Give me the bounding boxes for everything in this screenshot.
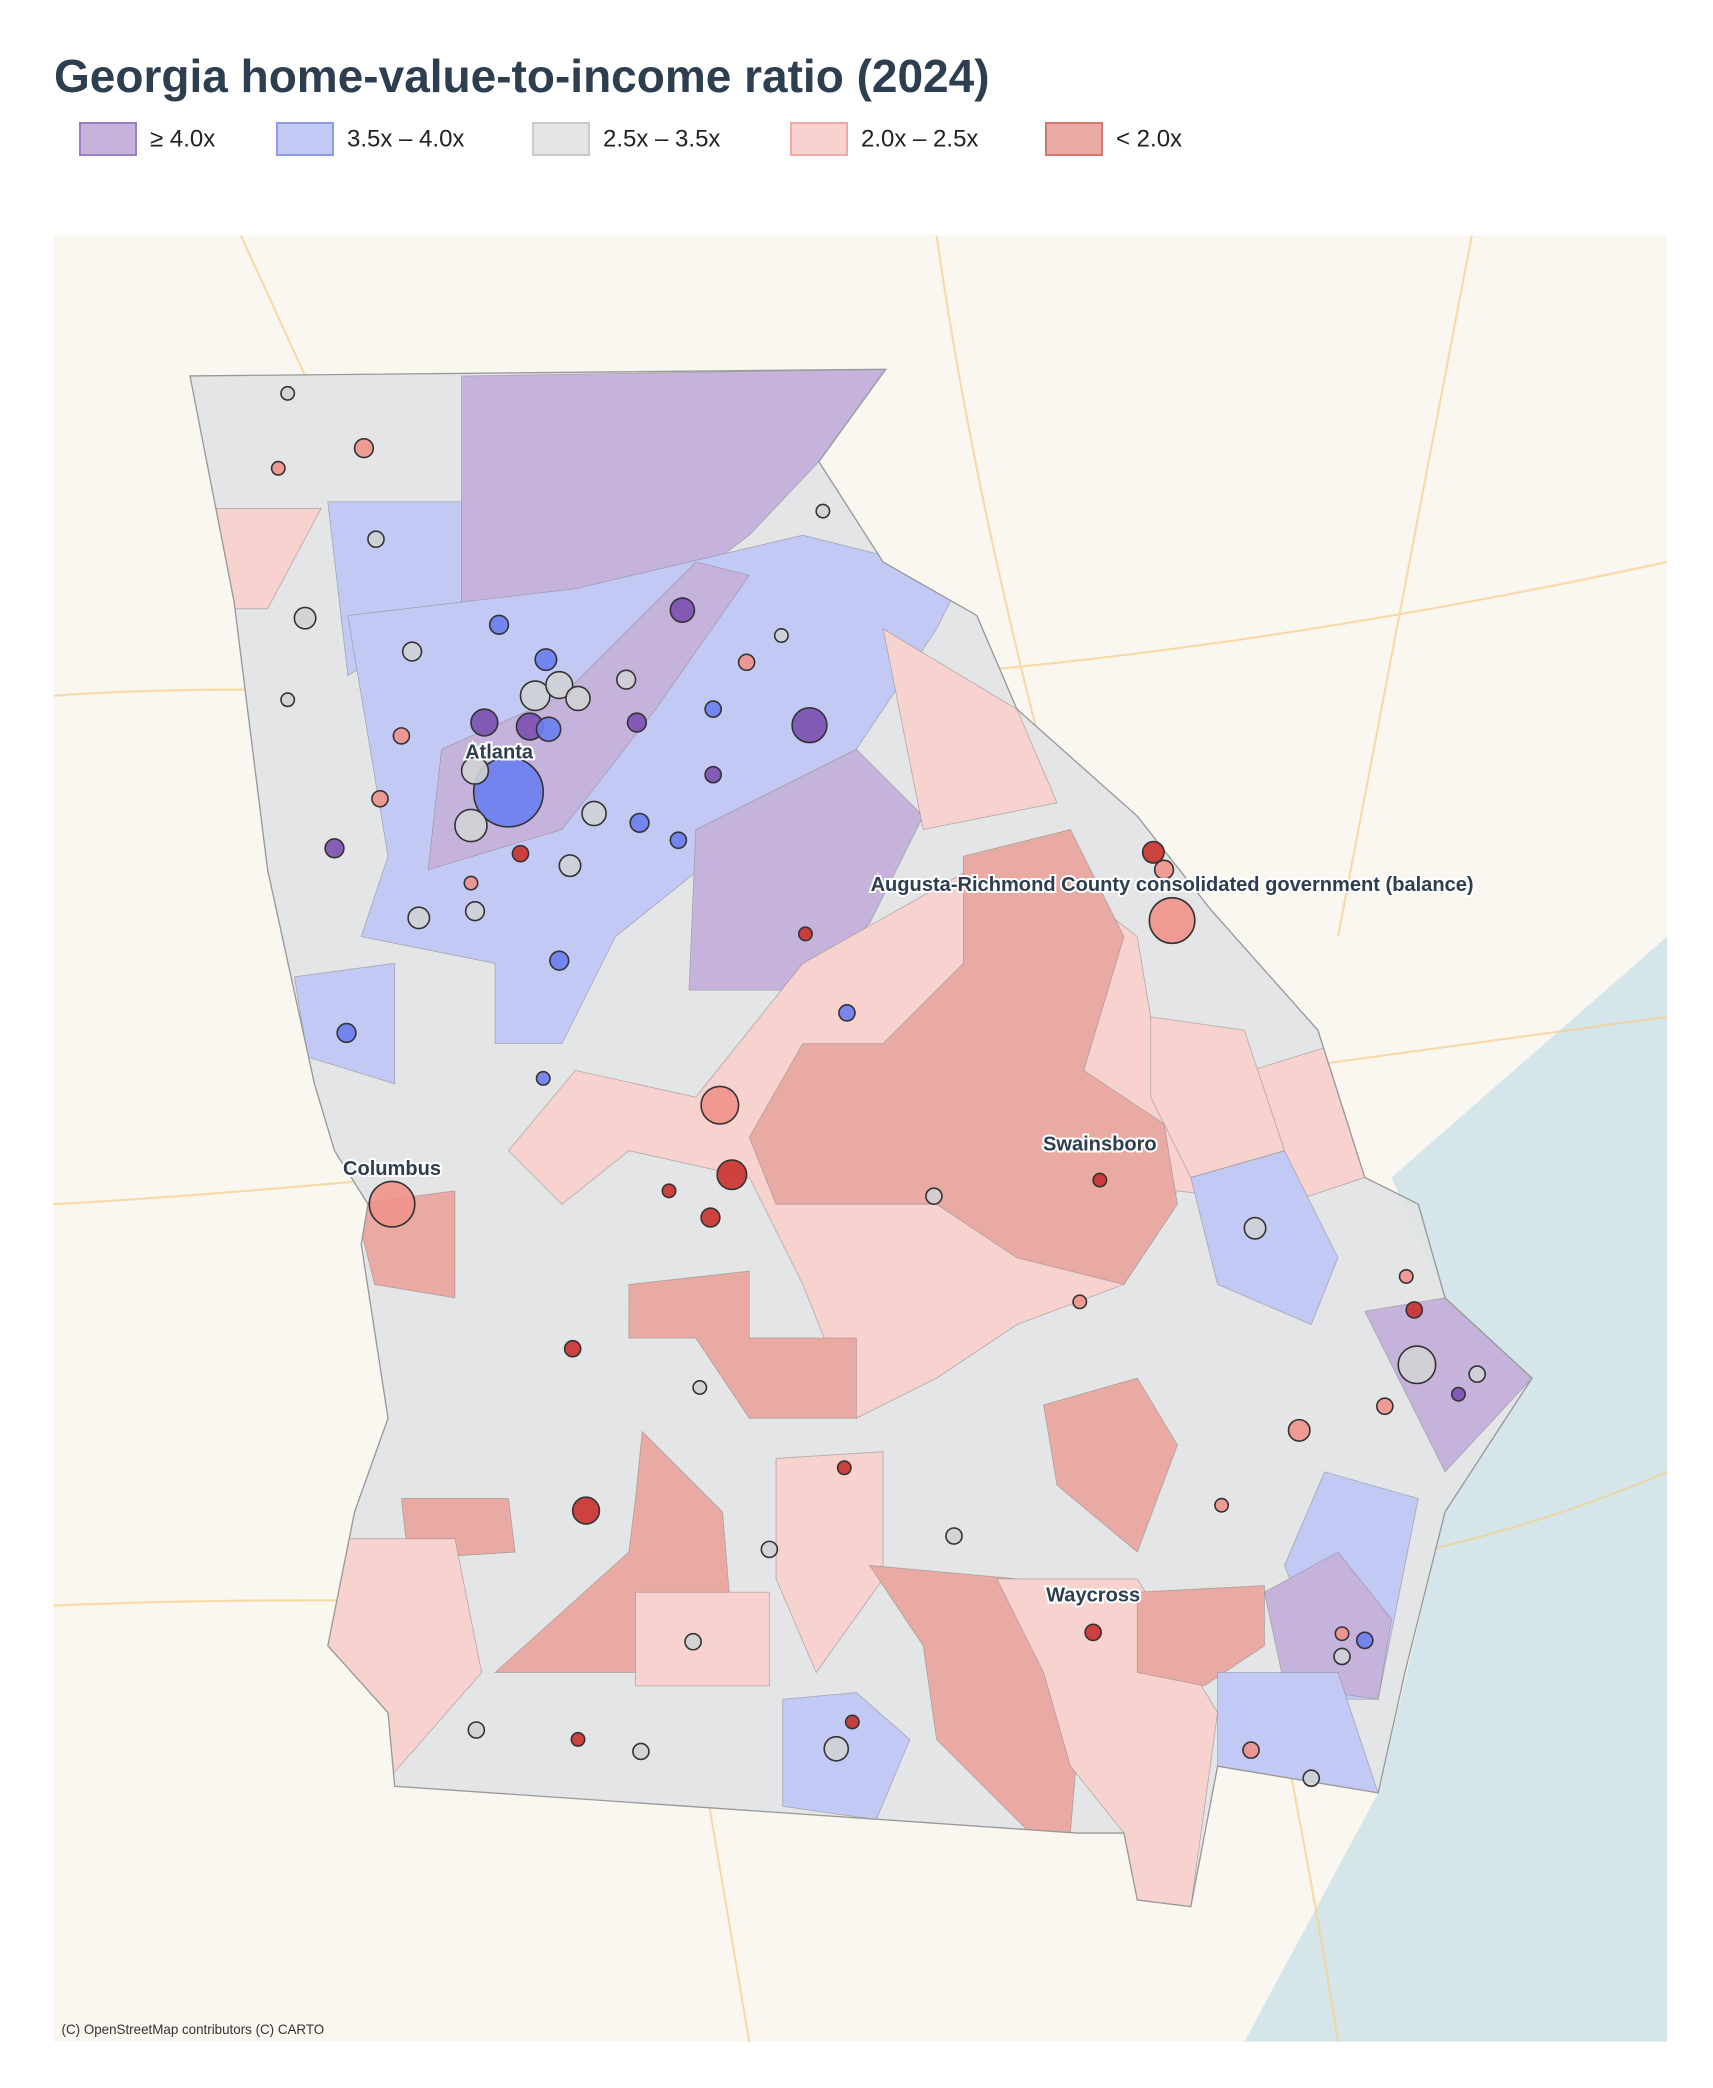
place-label: Swainsboro	[1043, 1134, 1157, 1156]
legend-swatch	[790, 122, 848, 156]
legend-swatch	[79, 122, 137, 156]
legend-label: 2.0x – 2.5x	[861, 125, 978, 152]
legend-label: < 2.0x	[1116, 125, 1182, 152]
place-label: Waycross	[1046, 1585, 1140, 1607]
attribution: (C) OpenStreetMap contributors (C) CARTO	[62, 2022, 325, 2037]
legend-label: 2.5x – 3.5x	[603, 125, 720, 152]
place-label: Augusta-Richmond County consolidated gov…	[871, 874, 1474, 896]
legend-label: 3.5x – 4.0x	[347, 125, 464, 152]
legend-label: ≥ 4.0x	[150, 125, 215, 152]
legend-swatch	[532, 122, 590, 156]
map: Atlanta Augusta-Richmond County consolid…	[53, 235, 1668, 2042]
points	[270, 385, 1486, 1788]
place-label: Columbus	[343, 1158, 441, 1180]
title: Georgia home-value-to-income ratio (2024…	[54, 50, 990, 102]
counties	[189, 369, 1533, 1907]
legend: ≥ 4.0x 3.5x – 4.0x 2.5x – 3.5x 2.0x – 2.…	[79, 122, 1182, 156]
place-label: Atlanta	[465, 742, 534, 764]
state-outline	[189, 368, 1533, 1908]
ocean	[1244, 936, 1668, 2042]
legend-swatch	[276, 122, 334, 156]
legend-swatch	[1045, 122, 1103, 156]
